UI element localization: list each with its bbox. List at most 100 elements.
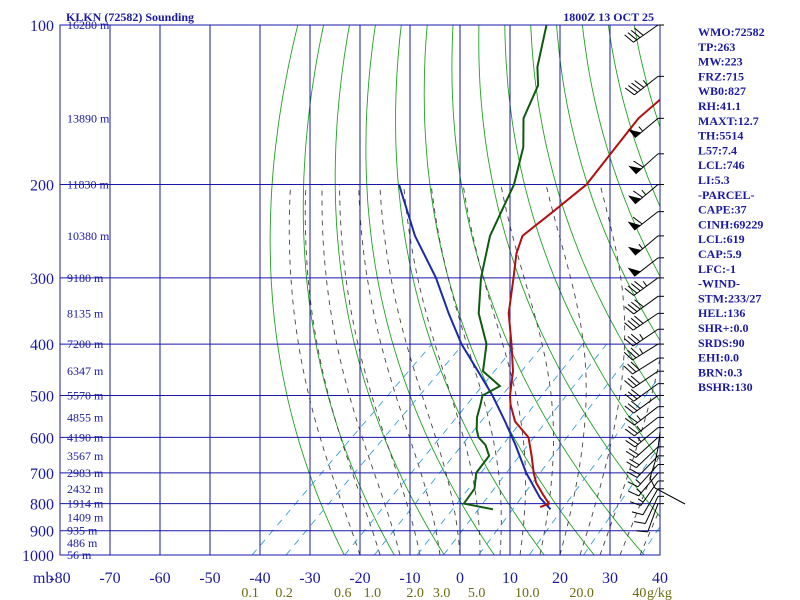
height-label: 9180 m <box>67 271 104 285</box>
temperature-trace <box>507 98 660 509</box>
temperature-tick-label: -50 <box>199 570 220 587</box>
mixing-ratio-label: g/kg <box>647 586 672 600</box>
sounding-profiles <box>398 25 660 511</box>
height-label: 5570 m <box>67 389 104 403</box>
sounding-index: WB0:827 <box>698 84 746 98</box>
dry-adiabat-line <box>478 25 660 518</box>
pressure-tick-label: 300 <box>30 271 54 288</box>
wind-barb <box>629 480 664 507</box>
pressure-tick-label: 600 <box>30 430 54 447</box>
dry-adiabat-line <box>334 25 445 555</box>
wind-barb <box>624 383 664 402</box>
wind-barb <box>624 328 664 347</box>
height-label: 13890 m <box>67 111 110 125</box>
dry-adiabat-line <box>395 25 545 555</box>
chart-title-time: 1800Z 13 OCT 25 <box>563 10 654 24</box>
plot-frame <box>59 24 661 556</box>
wind-barb <box>625 427 664 448</box>
height-label: 4190 m <box>67 430 104 444</box>
wind-barb <box>636 503 664 533</box>
sounding-index: LCL:619 <box>698 232 745 246</box>
mixing-ratio-label: 2.0 <box>406 586 424 600</box>
height-label: 2432 m <box>67 482 104 496</box>
sounding-index: LFC:-1 <box>698 262 736 276</box>
temperature-tick-label: 0 <box>456 570 464 587</box>
wind-barb <box>624 277 664 296</box>
mixing-ratio-label: 0.2 <box>275 586 293 600</box>
sounding-index: MW:223 <box>698 55 743 69</box>
height-label: 2983 m <box>67 466 104 480</box>
sounding-index: TH:5514 <box>698 129 743 143</box>
temperature-tick-label: 20 <box>552 570 568 587</box>
wind-barb <box>627 464 664 488</box>
wind-barb <box>627 184 664 205</box>
temperature-tick-label: 10 <box>502 570 518 587</box>
temperature-tick-label: -10 <box>399 570 420 587</box>
height-label: 11830 m <box>67 178 110 192</box>
height-label: 16280 m <box>67 18 110 32</box>
sounding-index: BSHR:130 <box>698 380 753 394</box>
temperature-tick-label: -30 <box>299 570 320 587</box>
temperature-tick-label: -70 <box>99 570 120 587</box>
wind-barb <box>624 406 664 426</box>
height-label: 3567 m <box>67 449 104 463</box>
wind-barb <box>626 455 664 478</box>
pressure-tick-label: 100 <box>30 18 54 35</box>
sounding-index: FRZ:715 <box>698 69 744 83</box>
wind-barb <box>627 117 664 138</box>
height-label: 935 m <box>67 524 98 538</box>
temperature-tick-label: -80 <box>49 570 70 587</box>
height-label: 56 m <box>67 548 92 562</box>
wind-barb <box>624 295 664 315</box>
pressure-tick-label: 400 <box>30 337 54 354</box>
labels: KLKN (72582) Sounding 1800Z 13 OCT 25 mb… <box>22 10 672 600</box>
wind-barb <box>624 394 664 414</box>
temperature-tick-label: 40 <box>652 570 668 587</box>
sounding-index: SHR+:0.0 <box>698 321 749 335</box>
moist-adiabat-line <box>430 184 502 555</box>
sounding-index: MAXT:12.7 <box>698 114 759 128</box>
height-label: 10380 m <box>67 229 110 243</box>
sounding-index: -WIND- <box>698 277 740 291</box>
sounding-index: TP:263 <box>698 40 735 54</box>
wind-barb <box>624 24 664 43</box>
wind-barb <box>628 472 664 497</box>
sounding-index: LI:5.3 <box>698 173 730 187</box>
axes <box>59 24 661 556</box>
sounding-indices: WMO:72582TP:263MW:223FRZ:715WB0:827RH:41… <box>698 25 765 394</box>
pressure-unit-label: mb <box>33 570 53 587</box>
wind-barbs <box>623 24 664 533</box>
wind-barb <box>624 416 664 437</box>
wind-barb <box>633 495 664 525</box>
moist-adiabat-line <box>500 184 554 555</box>
sounding-index: L57:7.4 <box>698 143 737 157</box>
height-label: 8135 m <box>67 306 104 320</box>
moist-adiabat-line <box>462 184 527 555</box>
height-label: 6347 m <box>67 364 104 378</box>
dewpoint-trace <box>462 25 548 511</box>
dry-adiabat-line <box>556 25 660 342</box>
height-label: 7200 m <box>67 337 104 351</box>
mixing-ratio-label: 3.0 <box>433 586 451 600</box>
sounding-index: BRN:0.3 <box>698 365 742 379</box>
wind-barb <box>626 446 664 469</box>
dry-adiabat-line <box>581 25 660 278</box>
pressure-tick-label: 700 <box>30 466 54 483</box>
height-label: 4855 m <box>67 410 104 424</box>
temperature-tick-label: 30 <box>602 570 618 587</box>
sounding-index: CINH:69229 <box>698 217 763 231</box>
sounding-index: SRDS:90 <box>698 336 745 350</box>
temperature-tick-label: -40 <box>249 570 270 587</box>
sounding-index: STM:233/27 <box>698 291 761 305</box>
wind-barb <box>624 75 664 96</box>
wind-barb <box>624 312 664 331</box>
sounding-index: -PARCEL- <box>698 188 754 202</box>
dry-adiabat-line <box>365 25 495 555</box>
mixing-ratio-label: 20.0 <box>569 586 594 600</box>
parcel-trace <box>398 184 552 510</box>
mixing-ratio-label: 10.0 <box>515 586 540 600</box>
chart-title-station: KLKN (72582) Sounding <box>66 10 194 24</box>
wind-barb <box>627 211 664 231</box>
